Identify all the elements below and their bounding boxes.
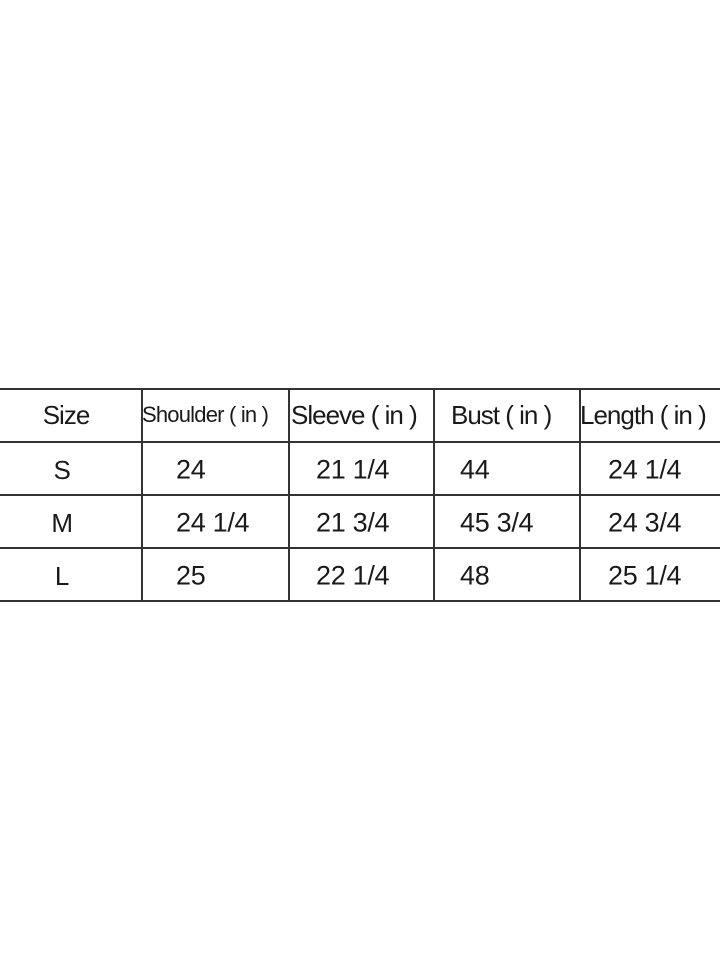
cell-bust: 48 (460, 560, 490, 591)
header-shoulder: Shoulder ( in ) (142, 402, 269, 427)
header-size: Size (42, 400, 91, 430)
cell-bust: 44 (460, 454, 490, 485)
header-length: Length ( in ) (580, 400, 707, 430)
header-sleeve: Sleeve ( in ) (291, 400, 418, 430)
cell-sleeve: 21 3/4 (316, 507, 390, 538)
row-divider (0, 494, 720, 496)
table-border-top (0, 388, 720, 390)
table-border-bottom (0, 600, 720, 602)
cell-length: 24 3/4 (608, 507, 682, 538)
cell-length: 24 1/4 (608, 454, 682, 485)
row-divider (0, 547, 720, 549)
cell-shoulder: 24 (176, 454, 206, 485)
column-divider (579, 388, 581, 601)
column-divider (288, 388, 290, 601)
cell-size: L (54, 561, 70, 591)
cell-sleeve: 21 1/4 (316, 454, 390, 485)
cell-shoulder: 24 1/4 (176, 507, 250, 538)
cell-sleeve: 22 1/4 (316, 560, 390, 591)
cell-shoulder: 25 (176, 560, 206, 591)
cell-size: M (51, 508, 73, 538)
row-divider (0, 441, 720, 443)
cell-size: S (53, 455, 71, 485)
cell-length: 25 1/4 (608, 560, 682, 591)
cell-bust: 45 3/4 (460, 507, 534, 538)
header-bust: Bust ( in ) (451, 400, 552, 430)
column-divider (141, 388, 143, 601)
column-divider (433, 388, 435, 601)
